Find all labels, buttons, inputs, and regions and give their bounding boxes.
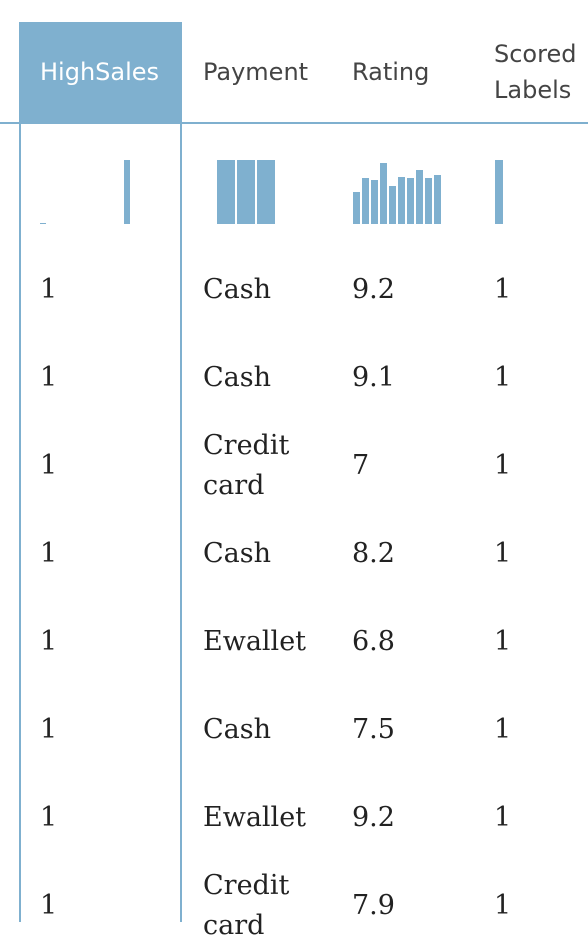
selected-column-outline: [19, 22, 182, 922]
table-cell-scored: 1: [494, 714, 512, 745]
table-cell-rating: 7.9: [352, 890, 395, 921]
histogram-bar: [389, 186, 396, 224]
histogram-highsales: [40, 160, 130, 224]
column-header-payment[interactable]: Payment: [203, 58, 309, 86]
table-cell-highsales: 1: [40, 450, 58, 481]
histogram-bar: [416, 170, 423, 224]
histogram-payment: [217, 160, 277, 224]
table-cell-payment: Cash: [203, 362, 272, 393]
header-divider: [0, 122, 588, 124]
table-cell-highsales: 1: [40, 274, 58, 305]
histogram-bar: [407, 178, 414, 224]
table-cell-highsales: 1: [40, 714, 58, 745]
histogram-bar: [434, 175, 441, 224]
table-cell-payment: Ewallet: [203, 626, 307, 657]
table-cell-rating: 7: [352, 450, 370, 481]
histogram-bar: [495, 160, 503, 224]
histogram-bar: [425, 178, 432, 224]
table-cell-payment: Cash: [203, 538, 272, 569]
table-cell-scored: 1: [494, 802, 512, 833]
table-cell-rating: 7.5: [352, 714, 395, 745]
table-cell-highsales: 1: [40, 362, 58, 393]
column-header-scored-labels[interactable]: Scored Labels: [494, 40, 577, 104]
histogram-scored-labels: [495, 160, 503, 224]
table-cell-scored: 1: [494, 274, 512, 305]
selected-column-header-bg: [19, 22, 182, 122]
histogram-bar: [40, 223, 46, 224]
histogram-bar: [257, 160, 275, 224]
column-header-highsales[interactable]: HighSales: [40, 58, 160, 86]
table-cell-payment: Credit card: [203, 430, 290, 501]
table-cell-payment: Credit card: [203, 870, 290, 941]
table-cell-payment: Cash: [203, 274, 272, 305]
table-cell-highsales: 1: [40, 802, 58, 833]
table-cell-rating: 9.2: [352, 802, 395, 833]
table-cell-rating: 8.2: [352, 538, 395, 569]
table-cell-scored: 1: [494, 626, 512, 657]
table-cell-rating: 6.8: [352, 626, 395, 657]
histogram-bar: [398, 177, 405, 224]
histogram-bar: [380, 163, 387, 224]
histogram-bar: [371, 180, 378, 224]
table-cell-highsales: 1: [40, 538, 58, 569]
table-cell-highsales: 1: [40, 890, 58, 921]
table-cell-scored: 1: [494, 890, 512, 921]
table-cell-payment: Ewallet: [203, 802, 307, 833]
histogram-bar: [237, 160, 255, 224]
histogram-bar: [353, 192, 360, 224]
table-cell-rating: 9.1: [352, 362, 395, 393]
data-table: HighSales Payment Rating Scored Labels 1…: [0, 22, 588, 941]
table-cell-scored: 1: [494, 450, 512, 481]
table-cell-payment: Cash: [203, 714, 272, 745]
histogram-bar: [217, 160, 235, 224]
column-header-rating[interactable]: Rating: [352, 58, 430, 86]
table-cell-scored: 1: [494, 362, 512, 393]
histogram-bar: [362, 178, 369, 224]
histogram-rating: [353, 160, 441, 224]
table-cell-highsales: 1: [40, 626, 58, 657]
table-cell-rating: 9.2: [352, 274, 395, 305]
histogram-bar: [124, 160, 130, 224]
table-cell-scored: 1: [494, 538, 512, 569]
